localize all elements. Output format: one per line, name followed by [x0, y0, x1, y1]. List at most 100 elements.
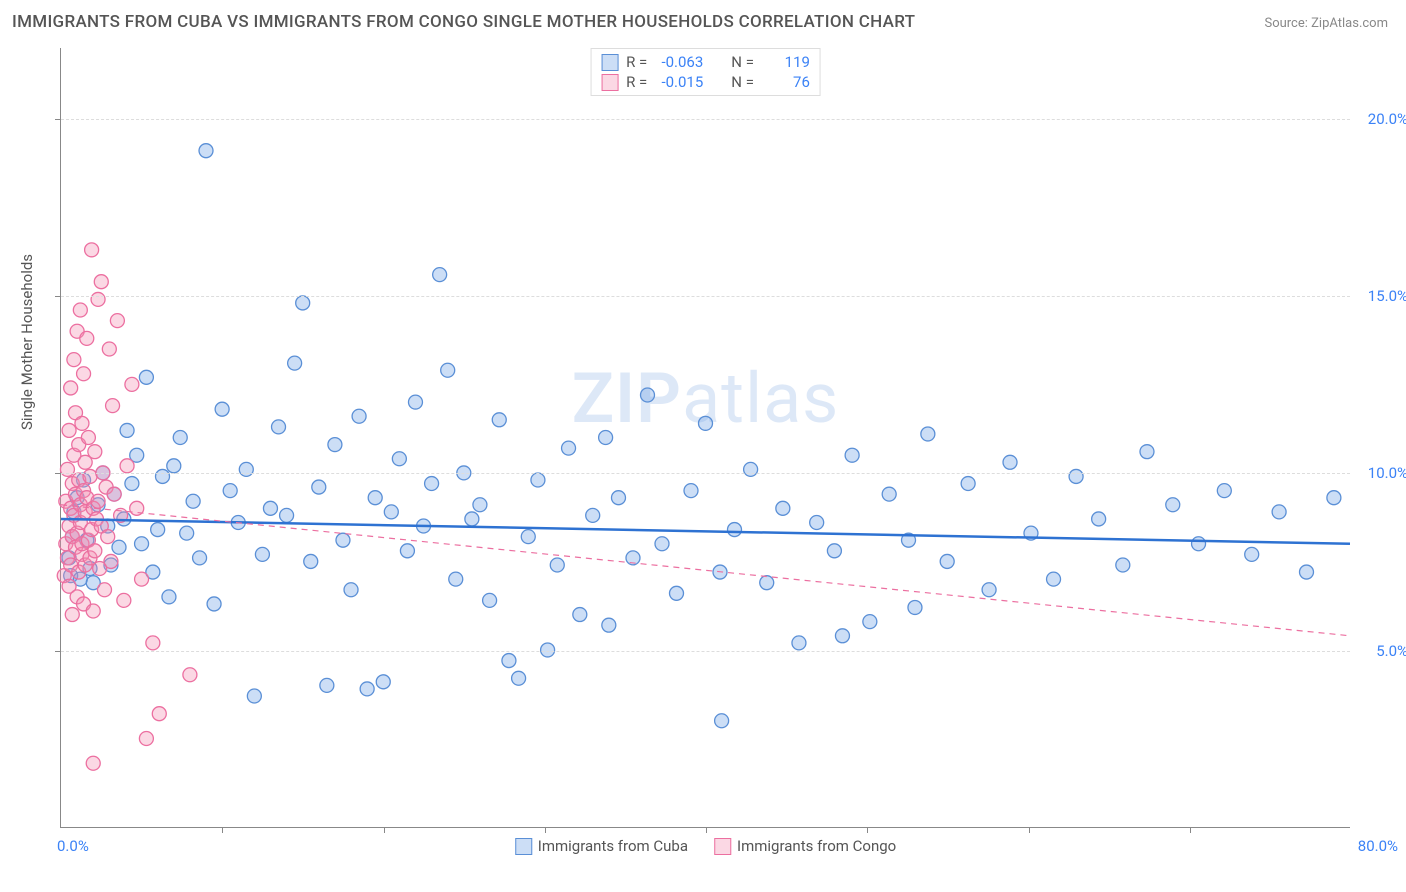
data-point — [120, 459, 134, 473]
data-point — [94, 275, 108, 289]
data-point — [573, 608, 587, 622]
data-point — [827, 544, 841, 558]
data-point — [1003, 455, 1017, 469]
data-point — [655, 537, 669, 551]
data-point — [117, 593, 131, 607]
data-point — [449, 572, 463, 586]
data-point — [512, 671, 526, 685]
legend-swatch — [515, 838, 532, 855]
trend-line — [61, 505, 1350, 636]
y-tick-mark — [55, 296, 61, 297]
legend-item: Immigrants from Congo — [714, 837, 896, 855]
data-point — [599, 431, 613, 445]
legend-label: Immigrants from Cuba — [538, 837, 688, 855]
data-point — [125, 477, 139, 491]
x-tick-mark — [1029, 827, 1030, 833]
data-point — [792, 636, 806, 650]
data-point — [255, 547, 269, 561]
data-point — [152, 707, 166, 721]
data-point — [125, 377, 139, 391]
data-point — [120, 423, 134, 437]
data-point — [173, 431, 187, 445]
data-point — [101, 530, 115, 544]
data-point — [67, 353, 81, 367]
data-point — [728, 523, 742, 537]
data-point — [186, 494, 200, 508]
data-point — [139, 731, 153, 745]
source-attribution: Source: ZipAtlas.com — [1264, 16, 1388, 31]
data-point — [81, 431, 95, 445]
y-tick-mark — [55, 473, 61, 474]
x-axis-end-label: 80.0% — [1358, 837, 1398, 855]
data-point — [502, 654, 516, 668]
data-point — [408, 395, 422, 409]
data-point — [272, 420, 286, 434]
data-point — [1272, 505, 1286, 519]
data-point — [65, 608, 79, 622]
data-point — [1300, 565, 1314, 579]
data-point — [280, 508, 294, 522]
data-point — [344, 583, 358, 597]
data-point — [492, 413, 506, 427]
data-point — [1069, 469, 1083, 483]
gridline — [61, 651, 1350, 652]
data-point — [433, 268, 447, 282]
data-point — [156, 469, 170, 483]
r-value: -0.015 — [655, 73, 703, 91]
x-tick-mark — [867, 827, 868, 833]
data-point — [392, 452, 406, 466]
series-legend: Immigrants from Cuba Immigrants from Cong… — [515, 837, 897, 855]
x-tick-mark — [545, 827, 546, 833]
gridline — [61, 473, 1350, 474]
data-point — [135, 572, 149, 586]
x-axis-origin-label: 0.0% — [57, 837, 89, 855]
data-point — [562, 441, 576, 455]
data-point — [641, 388, 655, 402]
y-tick-label: 15.0% — [1368, 287, 1406, 305]
data-point — [193, 551, 207, 565]
data-point — [483, 593, 497, 607]
legend-row: R =-0.015N =76 — [601, 73, 810, 91]
x-tick-mark — [1190, 827, 1191, 833]
data-point — [64, 381, 78, 395]
r-label: R = — [626, 53, 647, 71]
data-point — [62, 423, 76, 437]
data-point — [352, 409, 366, 423]
legend-swatch — [714, 838, 731, 855]
correlation-legend: R =-0.063N =119R =-0.015N =76 — [590, 48, 821, 96]
data-point — [550, 558, 564, 572]
n-label: N = — [731, 53, 754, 71]
chart-title: IMMIGRANTS FROM CUBA VS IMMIGRANTS FROM … — [12, 12, 915, 32]
data-point — [441, 363, 455, 377]
data-point — [670, 586, 684, 600]
data-point — [247, 689, 261, 703]
x-tick-mark — [222, 827, 223, 833]
data-point — [425, 477, 439, 491]
data-point — [882, 487, 896, 501]
data-point — [328, 438, 342, 452]
data-point — [91, 292, 105, 306]
x-tick-mark — [384, 827, 385, 833]
data-point — [180, 526, 194, 540]
legend-label: Immigrants from Congo — [737, 837, 896, 855]
data-point — [1327, 491, 1341, 505]
data-point — [961, 477, 975, 491]
data-point — [91, 494, 105, 508]
data-point — [162, 590, 176, 604]
data-point — [908, 600, 922, 614]
data-point — [106, 399, 120, 413]
data-point — [360, 682, 374, 696]
data-point — [384, 505, 398, 519]
gridline — [61, 119, 1350, 120]
chart-plot-area: ZIPatlas R =-0.063N =119R =-0.015N =76 I… — [60, 48, 1350, 828]
data-point — [223, 484, 237, 498]
data-point — [320, 678, 334, 692]
data-point — [1192, 537, 1206, 551]
data-point — [104, 554, 118, 568]
data-point — [531, 473, 545, 487]
data-point — [110, 314, 124, 328]
y-tick-mark — [55, 651, 61, 652]
data-point — [75, 416, 89, 430]
data-point — [1166, 498, 1180, 512]
data-point — [611, 491, 625, 505]
